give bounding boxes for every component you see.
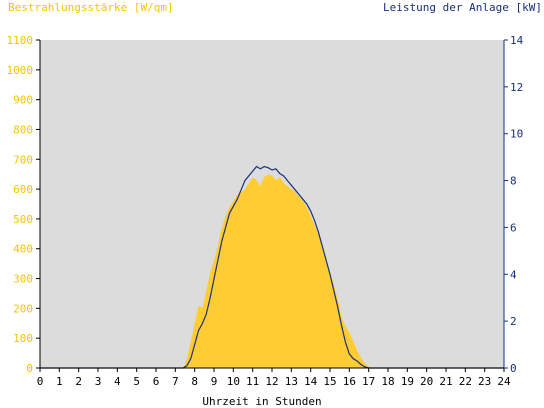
x-tick-label: 8 <box>191 375 198 388</box>
series-layer <box>40 165 504 369</box>
left-tick-label: 1000 <box>7 64 34 77</box>
left-tick-label: 400 <box>13 243 33 256</box>
left-tick-label: 200 <box>13 302 33 315</box>
right-tick-label: 10 <box>510 128 523 141</box>
left-tick-label: 100 <box>13 332 33 345</box>
x-tick-label: 24 <box>497 375 511 388</box>
left-tick-label: 700 <box>13 153 33 166</box>
left-tick-label: 500 <box>13 213 33 226</box>
x-tick-label: 12 <box>265 375 278 388</box>
left-tick-label: 600 <box>13 183 33 196</box>
x-tick-label: 18 <box>381 375 394 388</box>
x-tick-label: 11 <box>246 375 259 388</box>
right-tick-label: 12 <box>510 81 523 94</box>
left-tick-label: 1100 <box>7 34 34 47</box>
x-tick-label: 20 <box>420 375 433 388</box>
x-tick-label: 6 <box>153 375 160 388</box>
right-tick-label: 4 <box>510 268 517 281</box>
x-tick-label: 21 <box>439 375 452 388</box>
x-tick-label: 4 <box>114 375 121 388</box>
right-axis-title: Leistung der Anlage [kW] <box>383 1 542 14</box>
x-tick-label: 16 <box>343 375 356 388</box>
x-tick-label: 7 <box>172 375 179 388</box>
x-tick-label: 1 <box>56 375 63 388</box>
left-tick-label: 300 <box>13 273 33 286</box>
x-tick-label: 5 <box>133 375 140 388</box>
x-tick-label: 23 <box>478 375 491 388</box>
right-tick-label: 6 <box>510 221 517 234</box>
left-axis-title: Bestrahlungsstärke [W/qm] <box>8 1 174 14</box>
irradiance-area-series <box>40 174 504 368</box>
x-tick-label: 13 <box>285 375 298 388</box>
left-tick-label: 900 <box>13 94 33 107</box>
x-tick-label: 9 <box>211 375 218 388</box>
x-tick-label: 10 <box>227 375 240 388</box>
x-axis-title: Uhrzeit in Stunden <box>202 395 321 408</box>
left-tick-label: 800 <box>13 123 33 136</box>
x-tick-label: 15 <box>323 375 336 388</box>
right-tick-label: 14 <box>510 34 524 47</box>
x-tick-label: 3 <box>95 375 102 388</box>
x-tick-label: 14 <box>304 375 318 388</box>
right-tick-label: 2 <box>510 315 517 328</box>
x-tick-label: 22 <box>459 375 472 388</box>
power-line-series <box>40 165 504 369</box>
right-tick-label: 8 <box>510 175 517 188</box>
x-tick-label: 0 <box>37 375 44 388</box>
right-tick-label: 0 <box>510 362 517 375</box>
x-tick-label: 17 <box>362 375 375 388</box>
left-tick-label: 0 <box>26 362 33 375</box>
x-tick-label: 19 <box>401 375 414 388</box>
x-tick-label: 2 <box>75 375 82 388</box>
axes-layer: 0100200300400500600700800900100011000246… <box>7 34 524 388</box>
